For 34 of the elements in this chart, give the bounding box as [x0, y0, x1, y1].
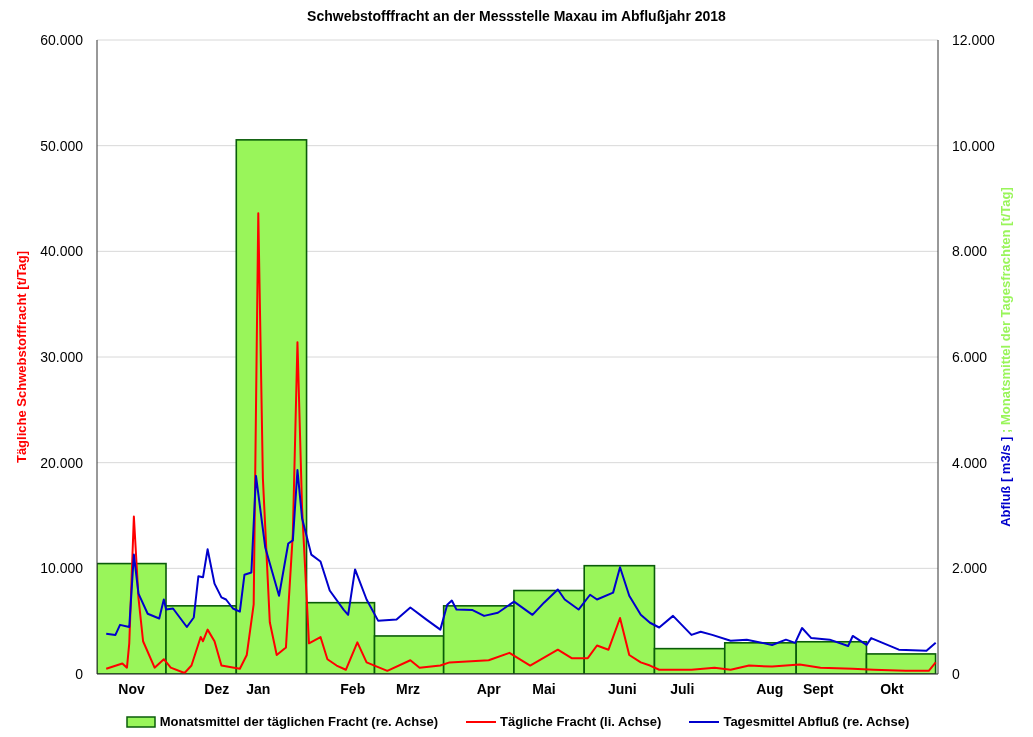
y2-axis-title: Abfluß [ m3/s ] ; Monatsmittel der Tagesfrachten [t/Tag]: [998, 187, 1013, 527]
y-axis-title: Tägliche Schwebstofffracht [t/Tag]: [13, 250, 29, 464]
legend-label: Tägliche Fracht (li. Achse): [500, 714, 662, 729]
y-tick-label: 40.000: [40, 243, 84, 260]
chart-title: Schwebstofffracht an der Messstelle Maxau im Abflußjahr 2018: [306, 8, 727, 26]
y2-tick-label: 4.000: [952, 454, 988, 471]
y2-tick-label: 0: [952, 665, 960, 682]
y2-tick-label: 6.000: [952, 348, 988, 365]
legend-label: Tagesmittel Abfluß (re. Achse): [723, 714, 910, 729]
x-tick-label: Mrz: [395, 680, 421, 697]
y-tick-label: 10.000: [40, 560, 84, 577]
y-tick-label: 60.000: [40, 31, 84, 48]
y2-tick-label: 10.000: [952, 137, 996, 154]
y-tick-label: 20.000: [40, 454, 84, 471]
x-tick-label: Nov: [118, 680, 145, 697]
x-tick-label: Sept: [803, 680, 834, 697]
x-tick-label: Apr: [476, 680, 502, 697]
y-tick-label: 50.000: [40, 137, 84, 154]
y2-tick-label: 2.000: [952, 560, 988, 577]
y2-tick-label: 8.000: [952, 243, 988, 260]
y2-tick-label: 12.000: [952, 31, 996, 48]
x-tick-label: Okt: [880, 680, 904, 697]
y-tick-label: 0: [75, 665, 84, 682]
legend-label: Monatsmittel der täglichen Fracht (re. Achse): [159, 714, 439, 729]
x-tick-label: Juli: [670, 680, 695, 697]
x-tick-label: Feb: [340, 680, 366, 697]
line-series: [105, 469, 937, 652]
x-tick-label: Juni: [607, 680, 637, 697]
x-tick-label: Aug: [756, 680, 784, 697]
x-tick-label: Jan: [246, 680, 271, 697]
x-tick-label: Mai: [532, 680, 556, 697]
line-series: [105, 212, 937, 674]
y-tick-label: 30.000: [40, 348, 84, 365]
x-tick-label: Dez: [204, 680, 230, 697]
